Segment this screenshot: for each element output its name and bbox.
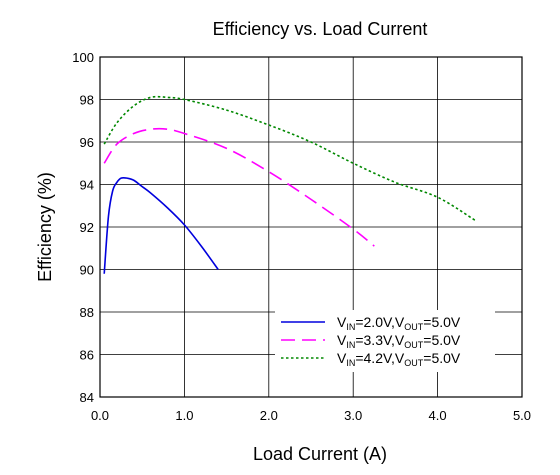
legend-text-part: =5.0V: [423, 350, 461, 366]
legend-label-1: VIN=2.0V,VOUT=5.0V: [337, 314, 461, 332]
legend-subscript: IN: [346, 340, 355, 350]
legend-subscript: IN: [346, 358, 355, 368]
legend-subscript: OUT: [404, 340, 424, 350]
legend-text-part: =2.0V,V: [355, 314, 405, 330]
legend-text-part: V: [337, 350, 347, 366]
legend-text-part: V: [337, 332, 347, 348]
y-axis-label: Efficiency (%): [35, 172, 55, 282]
legend-box: [275, 310, 495, 372]
x-axis-label: Load Current (A): [253, 444, 387, 464]
legend-label-2: VIN=3.3V,VOUT=5.0V: [337, 332, 461, 350]
series-line-2: [103, 127, 375, 247]
y-tick-label: 100: [72, 50, 94, 65]
x-tick-label: 3.0: [344, 408, 362, 423]
x-tick-label: 1.0: [175, 408, 193, 423]
y-tick-label: 90: [80, 263, 94, 278]
legend-text-part: =5.0V: [423, 314, 461, 330]
y-tick-label: 96: [80, 135, 94, 150]
y-tick-label: 88: [80, 305, 94, 320]
legend-text-part: =3.3V,V: [355, 332, 405, 348]
legend-text-part: =4.2V,V: [355, 350, 405, 366]
series-line-1: [103, 176, 219, 274]
y-tick-label: 84: [80, 390, 94, 405]
x-tick-label: 4.0: [429, 408, 447, 423]
x-tick-label: 5.0: [513, 408, 531, 423]
series-line-3: [103, 95, 476, 222]
x-tick-label: 0.0: [91, 408, 109, 423]
y-tick-label: 92: [80, 220, 94, 235]
legend-text-part: =5.0V: [423, 332, 461, 348]
legend-subscript: OUT: [404, 322, 424, 332]
y-tick-label: 86: [80, 348, 94, 363]
chart-title: Efficiency vs. Load Current: [213, 19, 428, 39]
y-tick-label: 94: [80, 178, 94, 193]
legend-subscript: OUT: [404, 358, 424, 368]
legend-label-3: VIN=4.2V,VOUT=5.0V: [337, 350, 461, 368]
y-tick-label: 98: [80, 93, 94, 108]
legend-subscript: IN: [346, 322, 355, 332]
legend-text-part: V: [337, 314, 347, 330]
x-tick-label: 2.0: [260, 408, 278, 423]
